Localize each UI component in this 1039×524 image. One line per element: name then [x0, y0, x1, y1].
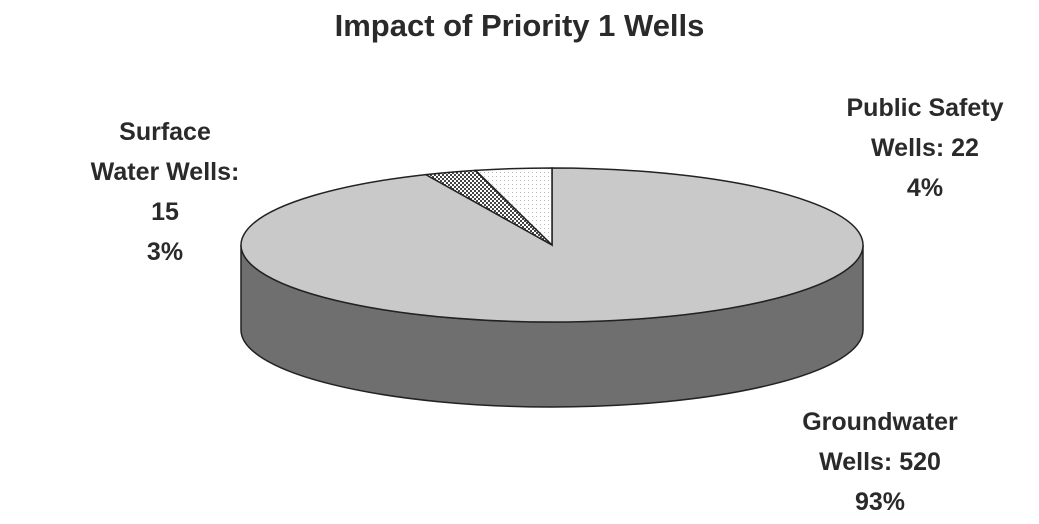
percent-label: 4% — [906, 174, 944, 202]
chart-title: Impact of Priority 1 Wells — [334, 8, 705, 43]
category-label: Public Safety Wells: — [846, 94, 1004, 162]
percent-label: 3% — [146, 238, 184, 266]
value-label: 22 — [951, 134, 979, 162]
slice-label: Surface Water Wells: 15 3% — [85, 112, 245, 272]
slice — [473, 167, 553, 247]
slice-label: Public Safety Wells: 22 4% — [825, 88, 1025, 208]
pie — [240, 167, 864, 408]
category-label: Groundwater Wells: — [802, 408, 958, 476]
value-label: 15 — [151, 198, 179, 226]
value-label: 520 — [899, 448, 941, 476]
category-label: Surface Water Wells: — [90, 118, 240, 186]
slice-label: Groundwater Wells: 520 93% — [780, 402, 980, 522]
percent-label: 93% — [854, 488, 906, 516]
